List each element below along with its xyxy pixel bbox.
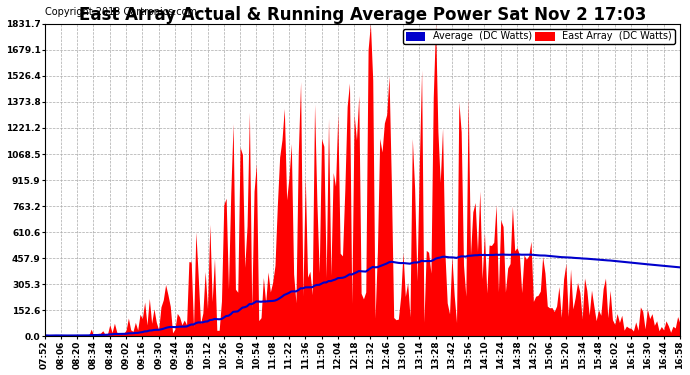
Text: Copyright 2013 Cartronics.com: Copyright 2013 Cartronics.com xyxy=(45,8,197,18)
Legend: Average  (DC Watts), East Array  (DC Watts): Average (DC Watts), East Array (DC Watts… xyxy=(403,28,675,44)
Title: East Array Actual & Running Average Power Sat Nov 2 17:03: East Array Actual & Running Average Powe… xyxy=(79,6,646,24)
